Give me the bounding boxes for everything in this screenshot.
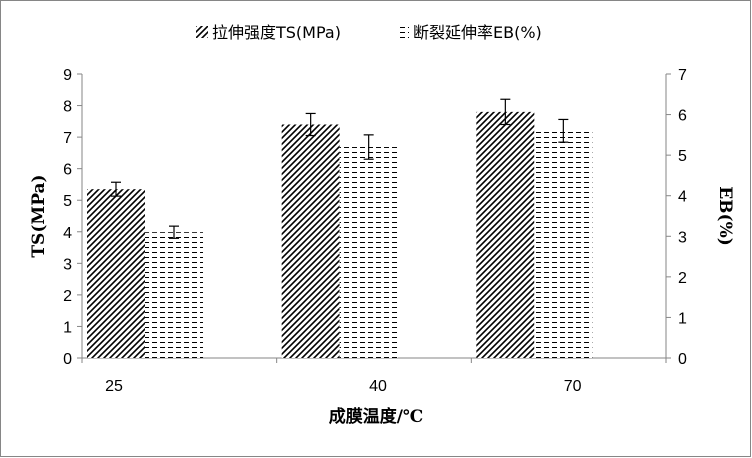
x-axis-title: 成膜温度/℃ (329, 406, 424, 427)
bar-ts-70 (476, 111, 535, 358)
x-tick-label: 40 (369, 378, 387, 395)
bars (87, 111, 593, 358)
bar-eb-25 (145, 232, 203, 358)
y-right-tick-label: 0 (678, 351, 687, 368)
error-bar-eb-40 (363, 134, 374, 160)
y-right-axis-title: EB(%) (715, 186, 735, 246)
y-right-tick-label: 6 (678, 108, 687, 125)
x-tick-label: 70 (564, 378, 582, 395)
legend-swatch-ts (196, 26, 208, 38)
bar-eb-70 (534, 130, 593, 358)
bar-ts-40 (281, 124, 340, 358)
y-left-axis-title: TS(MPa) (29, 174, 49, 257)
y-left-tick-label: 5 (63, 193, 72, 210)
y-right-tick-label: 3 (678, 229, 687, 246)
error-bars (111, 98, 569, 239)
y-left-tick-label: 1 (63, 319, 72, 336)
legend-label-eb: 断裂延伸率EB(%) (413, 23, 542, 42)
legend-label-ts: 拉伸强度TS(MPa) (212, 23, 341, 42)
y-right-tick-label: 7 (678, 67, 687, 84)
error-bar-eb-70 (558, 118, 569, 143)
y-right-tick-label: 5 (678, 148, 687, 165)
y-left-ticks: 0 1 2 3 4 5 6 7 8 9 (63, 67, 82, 368)
legend: 拉伸强度TS(MPa) 断裂延伸率EB(%) (196, 23, 542, 42)
legend-swatch-eb (397, 26, 409, 38)
y-left-tick-label: 4 (63, 225, 72, 242)
error-bar-ts-70 (500, 98, 511, 126)
bar-ts-25 (87, 189, 145, 358)
y-left-tick-label: 0 (63, 351, 72, 368)
y-left-tick-label: 2 (63, 288, 72, 305)
error-bar-eb-25 (169, 225, 179, 239)
error-bar-ts-40 (305, 112, 316, 137)
y-left-tick-label: 6 (63, 162, 72, 179)
y-right-tick-label: 1 (678, 310, 687, 327)
y-left-tick-label: 3 (63, 256, 72, 273)
y-left-tick-label: 9 (63, 67, 72, 84)
error-bar-ts-25 (111, 181, 121, 197)
y-right-ticks: 0 1 2 3 4 5 6 7 (666, 67, 687, 368)
y-right-tick-label: 2 (678, 270, 687, 287)
x-ticks: 25 40 70 (81, 358, 667, 395)
y-left-tick-label: 8 (63, 99, 72, 116)
x-tick-label: 25 (105, 378, 123, 395)
bar-eb-40 (339, 147, 398, 358)
y-right-tick-label: 4 (678, 189, 687, 206)
y-left-tick-label: 7 (63, 130, 72, 147)
